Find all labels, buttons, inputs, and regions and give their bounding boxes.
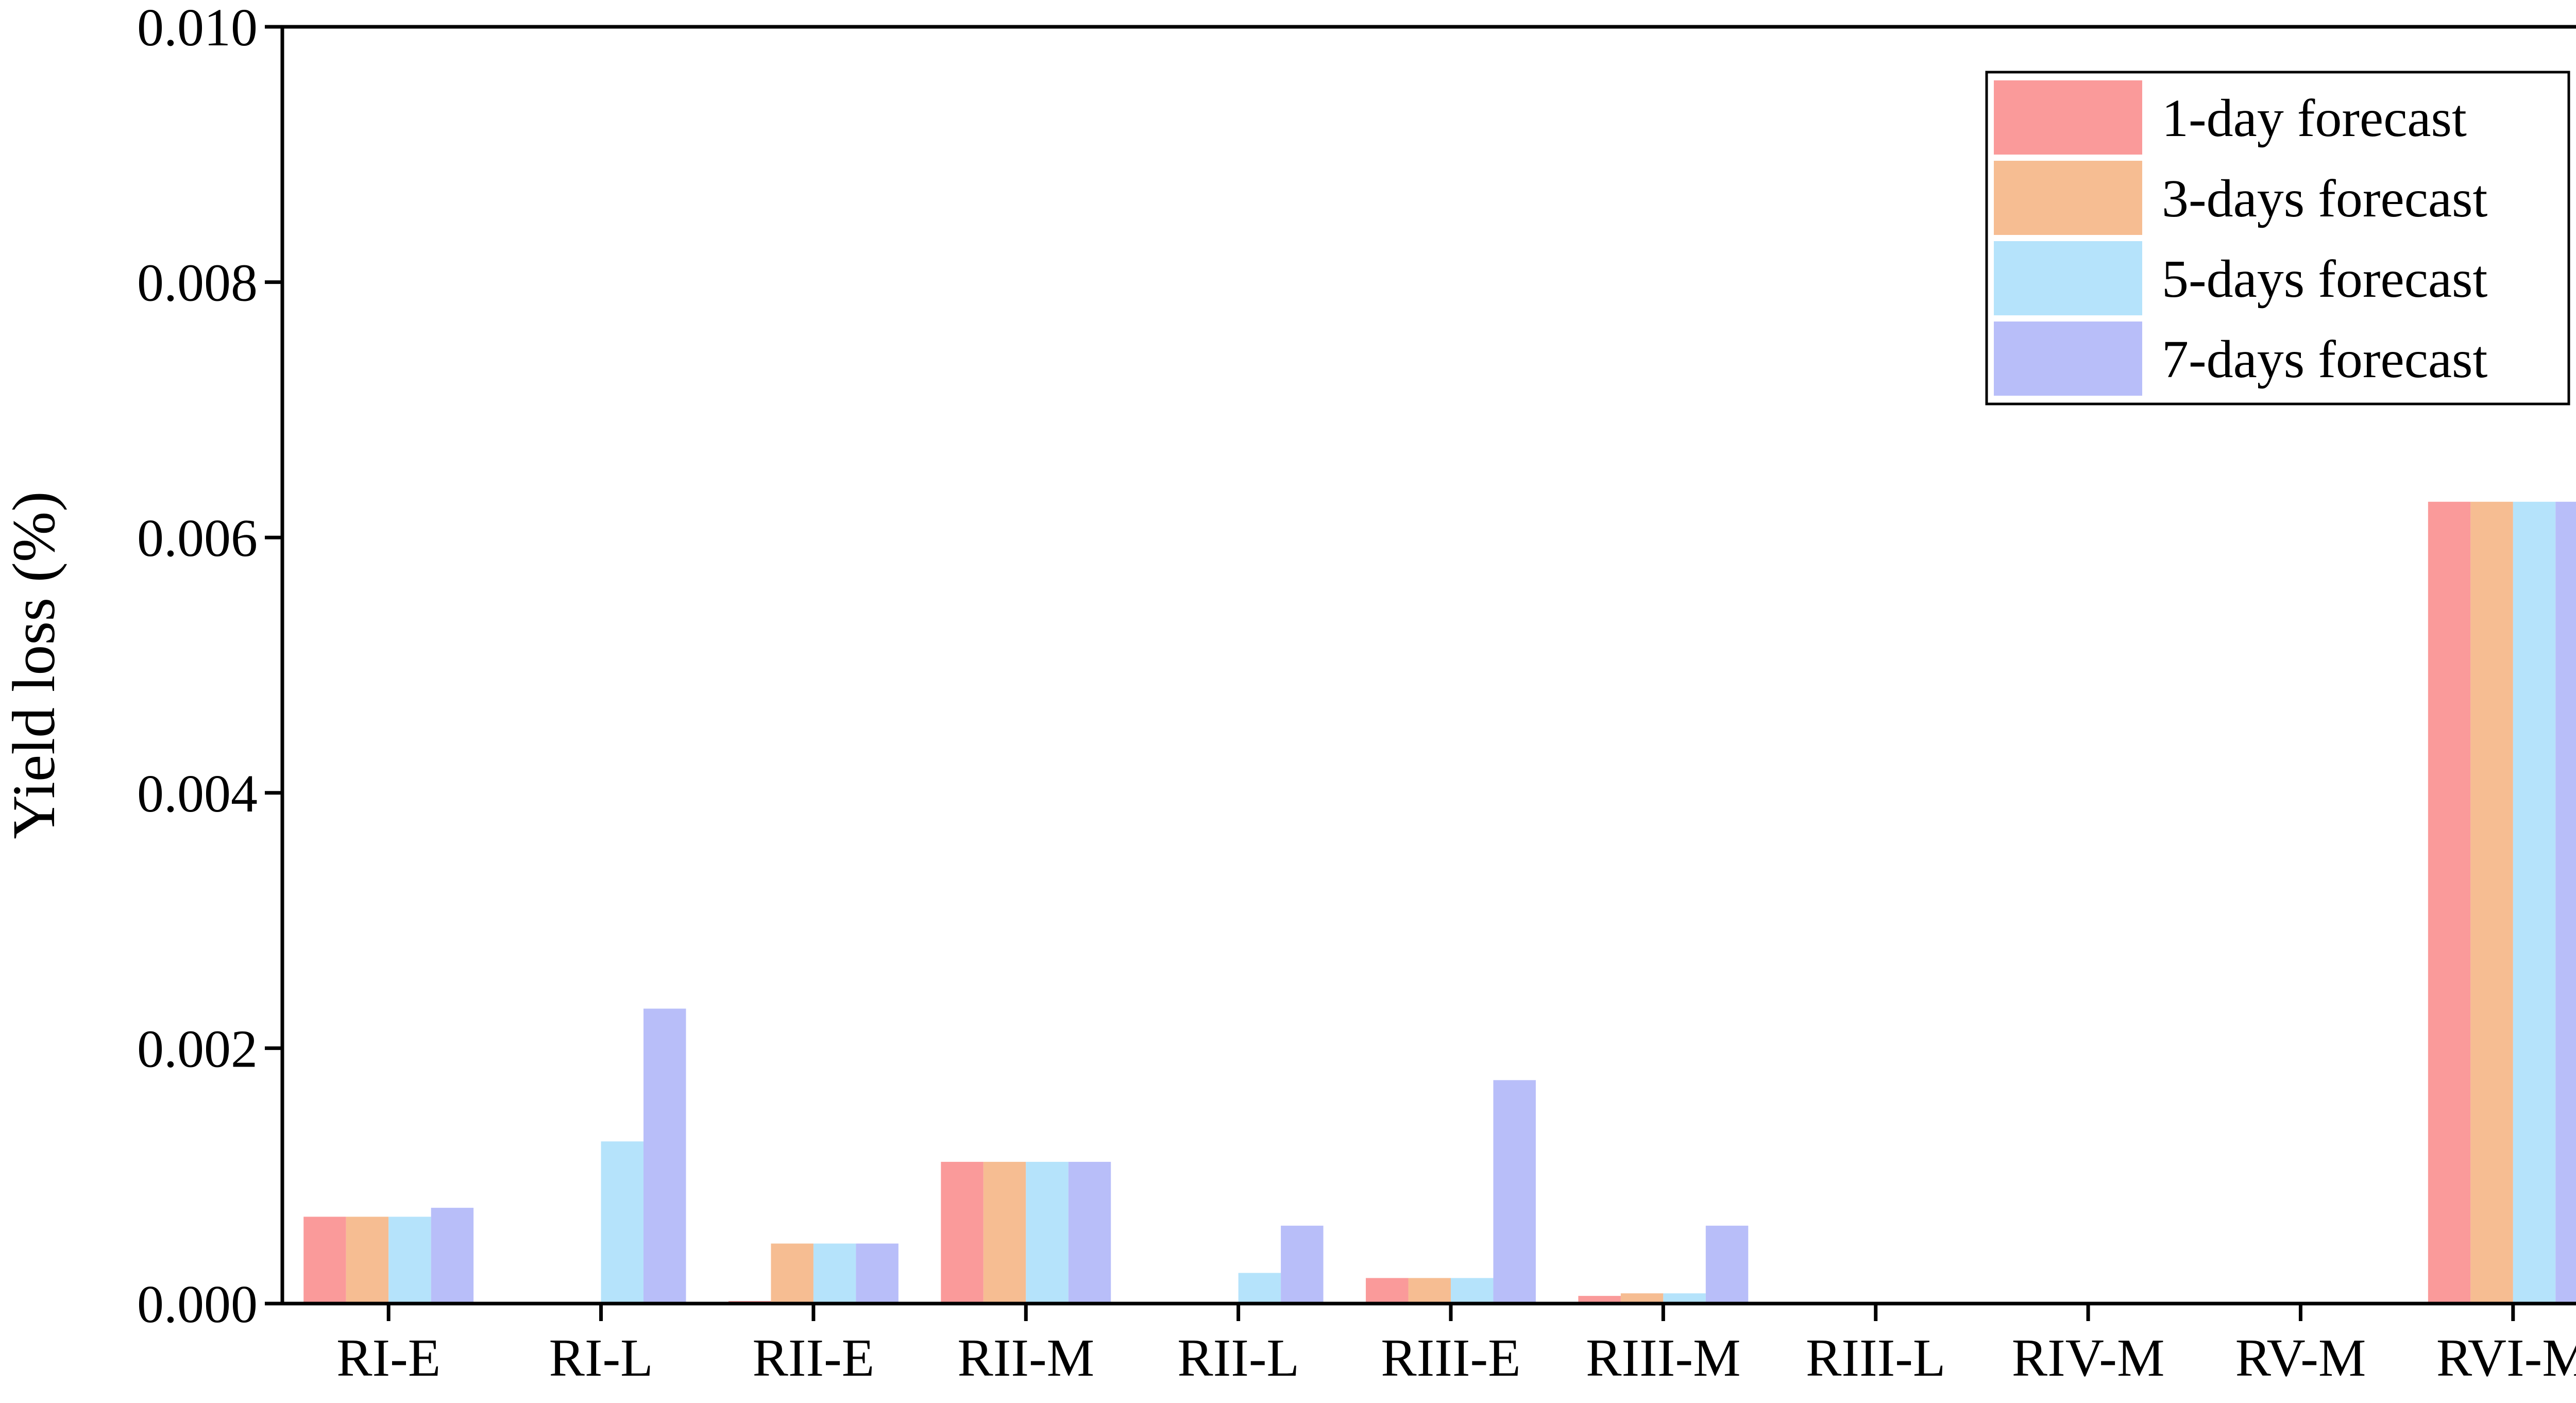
bar [2555, 501, 2576, 1304]
y-tick-label: 0.004 [137, 764, 258, 823]
bar [1238, 1273, 1281, 1304]
x-tick-label: RIII-M [1586, 1328, 1740, 1388]
y-axis-title: Yield loss (%) [0, 491, 67, 839]
y-tick-label: 0.008 [137, 253, 258, 313]
x-tick-label: RV-M [2235, 1328, 2366, 1388]
bar [643, 1008, 686, 1304]
legend-swatch [1994, 80, 2142, 155]
bar [346, 1216, 389, 1304]
bar [1493, 1080, 1536, 1304]
y-tick-label: 0.006 [137, 509, 258, 568]
legend-label: 1-day forecast [2162, 89, 2467, 148]
bar [1578, 1296, 1621, 1304]
bar [2513, 501, 2556, 1304]
bar [856, 1243, 899, 1304]
x-tick-label: RIII-E [1381, 1328, 1520, 1388]
bar [1620, 1293, 1664, 1304]
x-tick-label: RIII-L [1806, 1328, 1945, 1388]
x-tick-label: RII-L [1177, 1328, 1299, 1388]
y-tick-label: 0.010 [137, 0, 258, 57]
bar [1705, 1225, 1749, 1304]
bar [1451, 1278, 1494, 1304]
bar [2428, 501, 2471, 1304]
bars-layer [303, 501, 2576, 1304]
x-tick-label: RVI-M [2436, 1328, 2576, 1388]
legend-swatch [1994, 161, 2142, 235]
bar [388, 1216, 431, 1304]
bar [1366, 1278, 1409, 1304]
bar [1408, 1278, 1451, 1304]
legend-label: 3-days forecast [2162, 169, 2487, 228]
legend-swatch [1994, 241, 2142, 315]
legend-label: 5-days forecast [2162, 249, 2487, 309]
bar [601, 1141, 644, 1304]
bar [941, 1161, 984, 1304]
legend-swatch [1994, 322, 2142, 396]
x-tick-label: RII-M [957, 1328, 1094, 1388]
x-tick-label: RI-L [549, 1328, 653, 1388]
bar [1663, 1293, 1706, 1304]
bar [303, 1216, 346, 1304]
y-axis: 0.000 0.002 0.004 0.006 0.008 0.010 [137, 0, 282, 1334]
y-tick-label: 0.000 [137, 1275, 258, 1334]
bar [813, 1243, 856, 1304]
x-tick-label: RII-E [753, 1328, 875, 1388]
bar [771, 1243, 814, 1304]
y-tick-label: 0.002 [137, 1019, 258, 1078]
bar [1068, 1161, 1111, 1304]
bar [431, 1208, 474, 1304]
legend: 1-day forecast 3-days forecast 5-days fore… [1985, 71, 2570, 405]
bar [983, 1161, 1026, 1304]
bar [1281, 1225, 1324, 1304]
x-axis: RI-E RI-L RII-E RII-M RII-L RIII-E RIII-M RIII-… [336, 1304, 2576, 1388]
legend-label: 7-days forecast [2162, 330, 2487, 389]
x-tick-label: RI-E [336, 1328, 440, 1388]
bar [1026, 1161, 1069, 1304]
bar [2470, 501, 2513, 1304]
x-tick-label: RIV-M [2012, 1328, 2165, 1388]
